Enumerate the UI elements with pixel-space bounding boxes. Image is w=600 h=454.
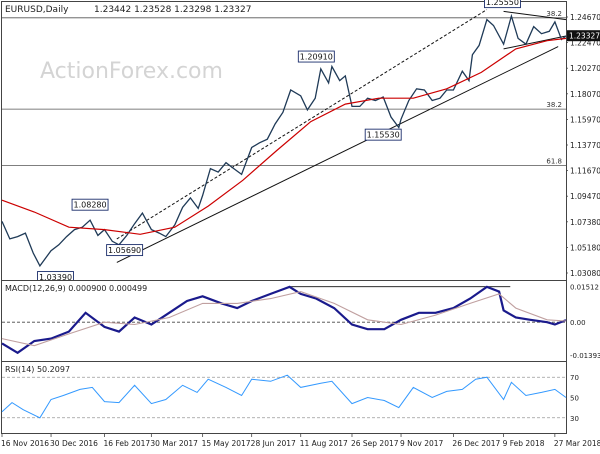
- macd-signal-line: [1, 291, 567, 347]
- price-annotation-label: 1.08280: [74, 201, 107, 210]
- x-tick-label: 30 Mar 2017: [150, 439, 198, 448]
- price-line: [1, 13, 567, 268]
- price-y-tick-label: 1.03080: [570, 269, 600, 278]
- price-annotation-box: [106, 244, 144, 257]
- price-y-tick-label: 1.11670: [570, 167, 600, 176]
- price-y-tick-label: 1.13770: [570, 141, 600, 150]
- price-annotation-label: 1.20910: [300, 53, 333, 62]
- x-axis: 16 Nov 2016 30 Dec 2016 16 Feb 2017 30 Mar …: [1, 433, 600, 448]
- price-y-tick-label: 1.18070: [570, 90, 600, 99]
- x-tick-label: 16 Nov 2016: [1, 439, 49, 448]
- x-tick-label: 15 May 2017: [202, 439, 251, 448]
- price-y-tick-label: 1.22470: [570, 39, 600, 48]
- x-tick-label: 16 Feb 2017: [104, 439, 151, 448]
- x-tick-label: 9 Nov 2017: [400, 439, 443, 448]
- rsi-y-tick-label: 30: [570, 415, 579, 423]
- rsi-y-tick-label: 70: [570, 374, 579, 382]
- macd-y-tick-label: 0.00: [570, 319, 586, 327]
- rsi-layer: 70 50 30: [1, 374, 579, 423]
- price-y-tick-label: 1.24670: [570, 13, 600, 22]
- price-y-tick-label: 1.05180: [570, 243, 600, 252]
- x-tick-label: 28 Jun 2017: [251, 439, 296, 448]
- price-annotation-box: [71, 198, 109, 211]
- price-y-tick-label: 1.09470: [570, 192, 600, 201]
- price-annotation-box: [297, 50, 335, 63]
- fib-level-label: 38.2: [546, 10, 562, 18]
- price-annotation-label: 1.25550: [486, 0, 519, 7]
- x-tick-label: 30 Dec 2016: [50, 439, 98, 448]
- macd-y-tick-label: -0.01393: [570, 352, 600, 360]
- price-y-tick-label: 1.20270: [570, 64, 600, 73]
- fib-level-label: 38.2: [546, 101, 562, 109]
- price-y-tick-label: 1.15970: [570, 115, 600, 124]
- price-panel-title: EURUSD,Daily: [5, 5, 69, 15]
- price-y-tick-label: 1.07380: [570, 218, 600, 227]
- macd-layer: 0.01512 0.00 -0.01393: [1, 284, 600, 360]
- rsi-panel: [1, 361, 567, 434]
- ohlc-values: 1.23442 1.23528 1.23298 1.23327: [94, 5, 251, 15]
- trendline-upper-channel: [116, 9, 488, 240]
- rsi-y-tick-label: 50: [570, 395, 579, 403]
- last-price-tag: [567, 30, 600, 42]
- macd-line: [1, 285, 567, 355]
- fib-level-label: 61.8: [546, 158, 562, 166]
- macd-y-tick-label: 0.01512: [570, 284, 599, 292]
- moving-average-line: [1, 37, 567, 235]
- x-tick-label: 9 Feb 2018: [503, 439, 545, 448]
- trendline-triangle-top: [503, 10, 567, 21]
- trendline-lower-channel: [116, 46, 559, 263]
- price-annotation-label: 1.05690: [108, 246, 141, 255]
- rsi-line: [1, 374, 567, 419]
- x-tick-label: 27 Mar 2018: [554, 439, 600, 448]
- price-annotation-box: [484, 0, 521, 9]
- price-layer: 38.2 38.2 61.8 1.25550 1.20910 1.15530 1.08280…: [1, 0, 600, 284]
- price-annotation-box: [364, 128, 402, 141]
- price-annotation-label: 1.15530: [367, 131, 400, 140]
- x-tick-label: 26 Dec 2017: [452, 439, 500, 448]
- rsi-panel-title: RSI(14) 50.2097: [5, 365, 70, 374]
- last-price-label: 1.23327: [569, 32, 600, 41]
- watermark: ActionForex.com: [40, 59, 223, 84]
- trendline-triangle-bottom: [503, 35, 567, 50]
- price-annotation-label: 1.03390: [39, 273, 72, 282]
- x-tick-label: 11 Aug 2017: [300, 439, 348, 448]
- price-panel: [1, 1, 567, 281]
- macd-panel-title: MACD(12,26,9) 0.000900 0.000499: [5, 284, 147, 293]
- x-tick-label: 26 Sep 2017: [351, 439, 399, 448]
